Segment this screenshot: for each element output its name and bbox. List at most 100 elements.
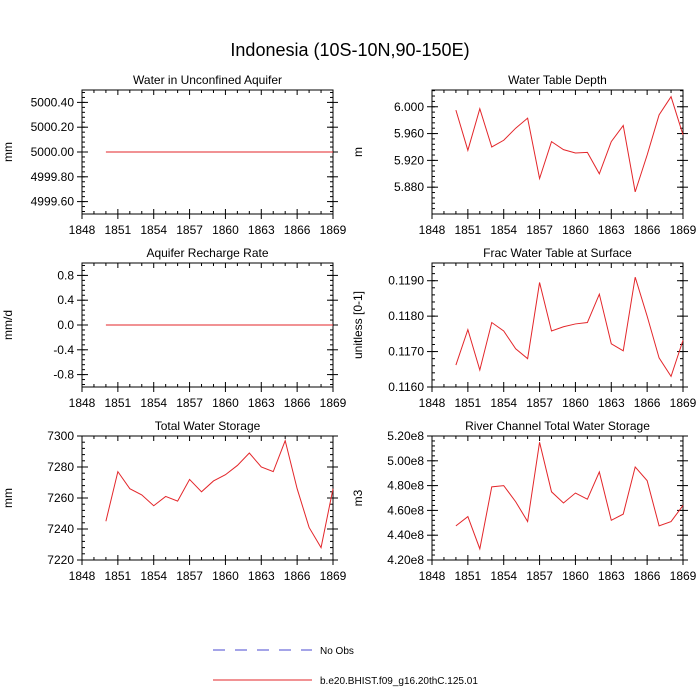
chart-title: Water Table Depth — [508, 73, 607, 87]
y-tick-label: 4.60e8 — [387, 503, 424, 517]
y-tick-label: 7300 — [47, 429, 74, 443]
y-tick-label: 7280 — [47, 460, 74, 474]
chart-title: Aquifer Recharge Rate — [146, 246, 268, 260]
x-tick-label: 1869 — [670, 569, 697, 583]
chart-panel-6: River Channel Total Water Storage m3 1848 1… — [351, 419, 697, 583]
y-tick-label: 0.8 — [57, 268, 74, 282]
y-axis-label: mm — [1, 142, 15, 162]
series-line — [455, 277, 684, 378]
y-axis-label: m — [351, 147, 365, 157]
y-tick-label: 4999.60 — [31, 195, 75, 209]
legend: No Obs b.e20.BHIST.f09_g16.20thC.125.01 — [213, 646, 478, 687]
x-tick-label: 1860 — [212, 569, 239, 583]
chart-title: Total Water Storage — [155, 419, 261, 433]
y-tick-label: 0.4 — [57, 293, 74, 307]
plot-frame — [431, 262, 684, 388]
x-tick-label: 1863 — [598, 569, 625, 583]
y-tick-label: 4.80e8 — [387, 479, 424, 493]
y-axis-label: m3 — [351, 489, 365, 506]
series-line — [455, 95, 684, 193]
x-tick-label: 1860 — [562, 396, 589, 410]
x-tick-label: 1854 — [140, 396, 167, 410]
x-tick-label: 1866 — [634, 569, 661, 583]
chart-title: Water in Unconfined Aquifer — [133, 73, 282, 87]
x-tick-label: 1857 — [176, 569, 203, 583]
y-axis-label: mm/d — [1, 310, 15, 340]
y-axis-label: unitless [0-1] — [351, 291, 365, 359]
x-tick-label: 1851 — [105, 223, 132, 237]
chart-panel-1: Water in Unconfined Aquifer mm 1848 1851 185… — [1, 73, 347, 237]
y-tick-label: 5.960 — [394, 127, 424, 141]
x-tick-label: 1869 — [670, 396, 697, 410]
series-line — [105, 438, 334, 549]
x-tick-label: 1866 — [634, 223, 661, 237]
chart-panel-3: Aquifer Recharge Rate mm/d 1848 1851 1854 185… — [1, 246, 347, 410]
y-tick-label: 5.880 — [394, 180, 424, 194]
y-tick-label: 7260 — [47, 491, 74, 505]
x-tick-label: 1866 — [284, 569, 311, 583]
chart-panels: Water in Unconfined Aquifer mm 1848 1851 185… — [1, 73, 697, 583]
x-tick-label: 1848 — [69, 396, 96, 410]
plot-frame — [81, 435, 334, 561]
x-tick-label: 1863 — [248, 223, 275, 237]
x-tick-label: 1851 — [455, 223, 482, 237]
y-tick-label: 7220 — [47, 553, 74, 567]
x-tick-label: 1857 — [526, 396, 553, 410]
x-tick-label: 1854 — [140, 569, 167, 583]
x-tick-label: 1869 — [320, 223, 347, 237]
figure-title: Indonesia (10S-10N,90-150E) — [230, 40, 469, 60]
x-tick-label: 1854 — [140, 223, 167, 237]
y-tick-label: 5.20e8 — [387, 429, 424, 443]
x-tick-label: 1857 — [526, 569, 553, 583]
x-tick-label: 1863 — [598, 396, 625, 410]
y-tick-label: 5000.40 — [31, 95, 75, 109]
y-tick-label: 4999.80 — [31, 170, 75, 184]
x-tick-label: 1866 — [634, 396, 661, 410]
x-tick-label: 1860 — [212, 396, 239, 410]
chart-title: Frac Water Table at Surface — [483, 246, 632, 260]
x-tick-label: 1866 — [284, 223, 311, 237]
chart-title: River Channel Total Water Storage — [465, 419, 650, 433]
x-tick-label: 1860 — [562, 569, 589, 583]
x-tick-label: 1857 — [176, 223, 203, 237]
x-tick-label: 1860 — [212, 223, 239, 237]
x-tick-label: 1851 — [455, 396, 482, 410]
y-tick-label: 7240 — [47, 522, 74, 536]
x-tick-label: 1848 — [69, 569, 96, 583]
chart-panel-5: Total Water Storage mm 1848 1851 1854 1857 186… — [1, 419, 347, 583]
x-tick-label: 1860 — [562, 223, 589, 237]
x-tick-label: 1869 — [320, 396, 347, 410]
x-tick-label: 1857 — [176, 396, 203, 410]
legend-entry: No Obs — [213, 646, 354, 657]
chart-panel-4: Frac Water Table at Surface unitless [0-1… — [351, 246, 697, 410]
y-tick-label: 0.0 — [57, 318, 74, 332]
x-tick-label: 1854 — [490, 569, 517, 583]
x-tick-label: 1848 — [419, 396, 446, 410]
y-tick-label: -0.8 — [53, 368, 74, 382]
x-tick-label: 1851 — [105, 396, 132, 410]
y-tick-label: 5.00e8 — [387, 454, 424, 468]
x-tick-label: 1851 — [455, 569, 482, 583]
x-tick-label: 1851 — [105, 569, 132, 583]
y-tick-label: 5000.20 — [31, 120, 75, 134]
x-tick-label: 1869 — [320, 569, 347, 583]
y-tick-label: 0.1180 — [388, 309, 424, 323]
y-tick-label: 6.000 — [394, 100, 424, 114]
x-tick-label: 1863 — [248, 396, 275, 410]
chart-panel-2: Water Table Depth m 1848 1851 1854 1857 1860 18… — [351, 73, 697, 237]
x-tick-label: 1848 — [419, 223, 446, 237]
series-line — [455, 442, 684, 551]
x-tick-label: 1854 — [490, 396, 517, 410]
y-tick-label: 4.40e8 — [387, 528, 424, 542]
x-tick-label: 1848 — [69, 223, 96, 237]
y-tick-label: 5000.00 — [31, 145, 75, 159]
legend-entry: b.e20.BHIST.f09_g16.20thC.125.01 — [213, 676, 478, 687]
x-tick-label: 1863 — [598, 223, 625, 237]
x-tick-label: 1854 — [490, 223, 517, 237]
plot-frame — [431, 435, 684, 561]
legend-label: No Obs — [320, 646, 354, 657]
x-tick-label: 1863 — [248, 569, 275, 583]
y-tick-label: 0.1170 — [388, 345, 424, 359]
plot-frame — [431, 89, 684, 215]
